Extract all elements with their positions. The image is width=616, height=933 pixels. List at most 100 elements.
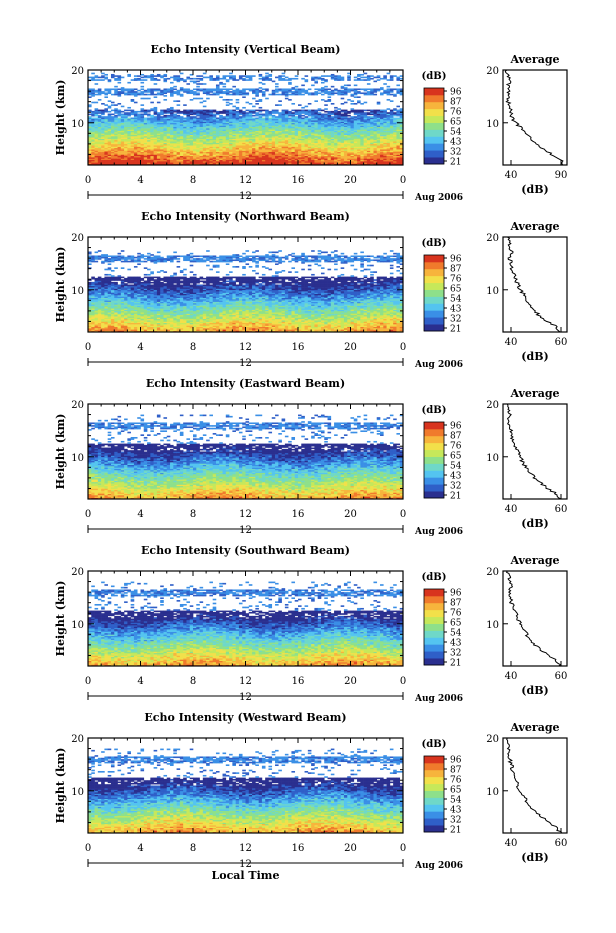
heatmap-cell — [383, 75, 387, 77]
heatmap-cell — [141, 77, 145, 79]
heatmap-cell — [147, 98, 151, 100]
heatmap-cell — [328, 91, 332, 93]
heatmap-cell — [226, 75, 230, 77]
heatmap-cell — [351, 100, 355, 102]
heatmap-cell — [183, 118, 187, 120]
heatmap-cell — [278, 88, 282, 90]
heatmap-cell — [144, 79, 148, 81]
heatmap-cell — [150, 74, 154, 76]
heatmap-cell — [249, 88, 253, 90]
heatmap-cell — [108, 111, 112, 113]
heatmap-cell — [301, 107, 305, 109]
heatmap-cell — [236, 88, 240, 90]
heatmap-cell — [331, 111, 335, 113]
heatmap-cell — [104, 92, 108, 94]
heatmap-cell — [344, 110, 348, 112]
heatmap-cell — [318, 88, 322, 90]
heatmap-cell — [137, 114, 141, 116]
heatmap-cell — [154, 88, 158, 90]
heatmap-cell — [209, 75, 213, 77]
heatmap-cell — [157, 74, 161, 76]
heatmap-cell — [252, 118, 256, 120]
colorbar-tick-label: 96 — [450, 88, 462, 98]
heatmap-cell — [367, 91, 371, 93]
heatmap-cell — [144, 98, 148, 100]
heatmap-cell — [337, 111, 341, 113]
heatmap-cell — [318, 112, 322, 114]
heatmap-cell — [360, 88, 364, 90]
heatmap-cell — [275, 110, 279, 112]
heatmap-cell — [190, 116, 194, 118]
heatmap-cell — [314, 110, 318, 112]
heatmap-cell — [347, 115, 351, 117]
heatmap-cell — [298, 88, 302, 90]
heatmap-cell — [193, 78, 197, 80]
heatmap-cell — [311, 92, 315, 94]
heatmap-cell — [357, 100, 361, 102]
heatmap-cell — [190, 78, 194, 80]
heatmap-cell — [246, 112, 250, 114]
heatmap-cell — [357, 96, 361, 98]
heatmap-cell — [311, 77, 315, 79]
heatmap-cell — [344, 102, 348, 104]
heatmap-cell — [108, 106, 112, 108]
heatmap-cell — [127, 74, 131, 76]
heatmap-cell — [390, 75, 394, 77]
heatmap-cell — [193, 81, 197, 83]
heatmap-cell — [239, 90, 243, 92]
heatmap-cell — [242, 78, 246, 80]
heatmap-cell — [255, 88, 259, 90]
heatmap-cell — [104, 77, 108, 79]
heatmap-cell — [196, 98, 200, 100]
heatmap-cell — [367, 116, 371, 118]
heatmap-cell — [236, 79, 240, 81]
heatmap-cell — [124, 112, 128, 114]
heatmap-cell — [275, 86, 279, 88]
heatmap-cell — [108, 88, 112, 90]
heatmap-cell — [163, 110, 167, 112]
heatmap-cell — [377, 102, 381, 104]
heatmap-cell — [249, 75, 253, 77]
heatmap-cell — [114, 75, 118, 77]
heatmap-cell — [141, 98, 145, 100]
heatmap-cell — [282, 73, 286, 75]
heatmap-cell — [288, 118, 292, 120]
heatmap-cell — [265, 75, 269, 77]
heatmap-cell — [364, 102, 368, 104]
heatmap-cell — [232, 86, 236, 88]
heatmap-cell — [295, 86, 299, 88]
heatmap-cell — [196, 75, 200, 77]
heatmap-cell — [223, 88, 227, 90]
heatmap-cell — [157, 92, 161, 94]
heatmap-cell — [318, 92, 322, 94]
heatmap-cell — [291, 87, 295, 89]
heatmap-cell — [305, 75, 309, 77]
heatmap-cell — [259, 107, 263, 109]
heatmap-cell — [141, 91, 145, 93]
heatmap-cell — [370, 78, 374, 80]
heatmap-cell — [351, 103, 355, 105]
x-tick-label: 12 — [239, 175, 252, 186]
colorbar-segment — [424, 102, 444, 109]
heatmap-cell — [150, 88, 154, 90]
heatmap-cell — [275, 83, 279, 85]
heatmap-cell — [236, 107, 240, 109]
heatmap-cell — [387, 88, 391, 90]
heatmap-cell — [173, 91, 177, 93]
heatmap-cell — [265, 98, 269, 100]
heatmap-cell — [193, 88, 197, 90]
heatmap-cell — [223, 83, 227, 85]
heatmap-cell — [265, 73, 269, 75]
heatmap-cell — [121, 77, 125, 79]
heatmap-cell — [91, 73, 95, 75]
heatmap-cell — [347, 111, 351, 113]
heatmap-cell — [144, 110, 148, 112]
heatmap-cell — [291, 103, 295, 105]
heatmap-cell — [373, 88, 377, 90]
x-tick-label: 8 — [190, 175, 196, 186]
heatmap-cell — [150, 115, 154, 117]
heatmap-cell — [373, 77, 377, 79]
heatmap-cell — [118, 88, 122, 90]
heatmap-cell — [377, 75, 381, 77]
heatmap-cell — [186, 83, 190, 85]
